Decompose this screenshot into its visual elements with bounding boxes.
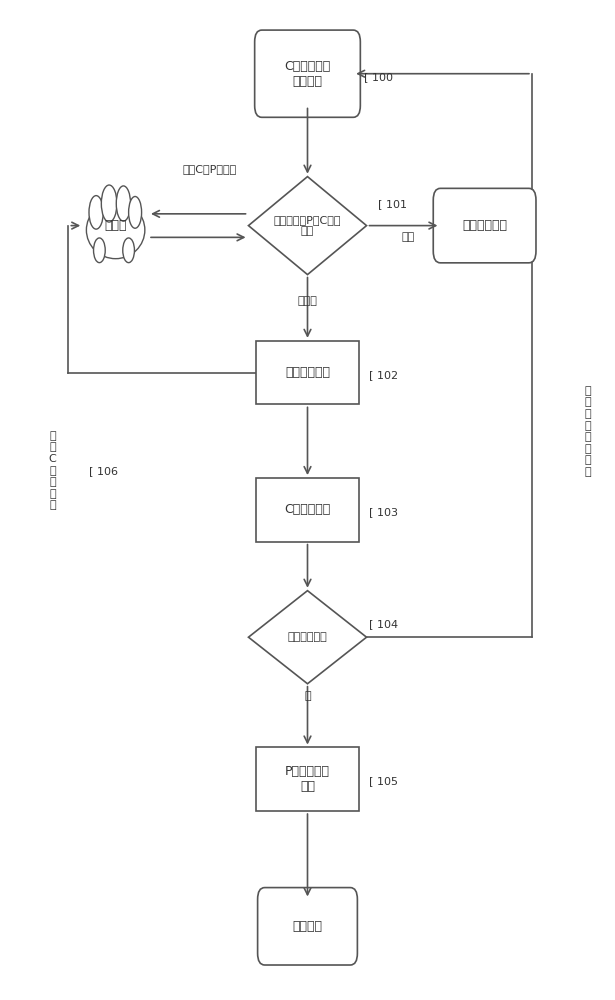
Text: 查询C、P版本号: 查询C、P版本号 [183, 164, 237, 174]
Text: C端下载更新: C端下载更新 [284, 503, 331, 516]
Text: [ 103: [ 103 [370, 507, 399, 517]
Polygon shape [248, 591, 367, 684]
Text: 判断数据库P、C端版
本号: 判断数据库P、C端版 本号 [274, 215, 341, 236]
Ellipse shape [86, 201, 145, 259]
Text: [ 104: [ 104 [370, 619, 399, 629]
Bar [256, 478, 359, 542]
FancyBboxPatch shape [433, 188, 536, 263]
FancyBboxPatch shape [258, 888, 357, 965]
Ellipse shape [116, 186, 130, 221]
Text: P端收到更新
成功: P端收到更新 成功 [285, 765, 330, 793]
Text: [ 106: [ 106 [89, 466, 118, 476]
Text: 获取更新列表: 获取更新列表 [285, 366, 330, 379]
Ellipse shape [89, 196, 103, 229]
Text: 是否更新成功: 是否更新成功 [288, 632, 327, 642]
Text: 更新结束: 更新结束 [293, 920, 322, 933]
Text: [ 100: [ 100 [363, 72, 392, 82]
Ellipse shape [93, 238, 105, 263]
Text: C端检查更新
程序启动: C端检查更新 程序启动 [284, 60, 331, 88]
Text: 不一致: 不一致 [298, 296, 317, 306]
Text: [ 101: [ 101 [378, 199, 407, 209]
Text: 数据库: 数据库 [105, 219, 127, 232]
Bar [256, 747, 359, 811]
Polygon shape [248, 177, 367, 275]
Ellipse shape [123, 238, 135, 263]
Bar [256, 341, 359, 404]
Ellipse shape [101, 185, 117, 222]
Text: 一致: 一致 [401, 232, 415, 242]
FancyBboxPatch shape [255, 30, 360, 117]
Text: 更
新
C
端
版
本
号: 更 新 C 端 版 本 号 [49, 431, 57, 510]
Text: 再
次
发
起
更
新
请
求: 再 次 发 起 更 新 请 求 [585, 386, 591, 477]
Text: 是: 是 [304, 691, 311, 701]
Ellipse shape [129, 196, 141, 228]
Text: [ 105: [ 105 [370, 776, 399, 786]
Text: 检查更新结束: 检查更新结束 [462, 219, 507, 232]
Text: [ 102: [ 102 [370, 371, 399, 381]
